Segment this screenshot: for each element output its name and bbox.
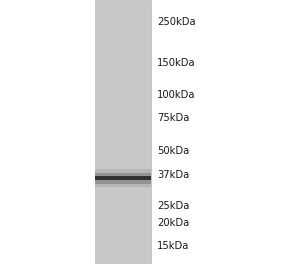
Bar [95, 173, 151, 183]
Text: 15kDa: 15kDa [157, 241, 189, 251]
Text: 50kDa: 50kDa [157, 145, 189, 155]
Bar [95, 0, 151, 264]
Text: 250kDa: 250kDa [157, 17, 196, 27]
Bar [95, 176, 151, 180]
Text: 150kDa: 150kDa [157, 58, 196, 68]
Bar [95, 169, 151, 187]
Text: 75kDa: 75kDa [157, 113, 189, 123]
Text: 100kDa: 100kDa [157, 90, 196, 100]
Text: 25kDa: 25kDa [157, 201, 189, 211]
Text: 20kDa: 20kDa [157, 219, 189, 228]
Text: 37kDa: 37kDa [157, 169, 189, 180]
